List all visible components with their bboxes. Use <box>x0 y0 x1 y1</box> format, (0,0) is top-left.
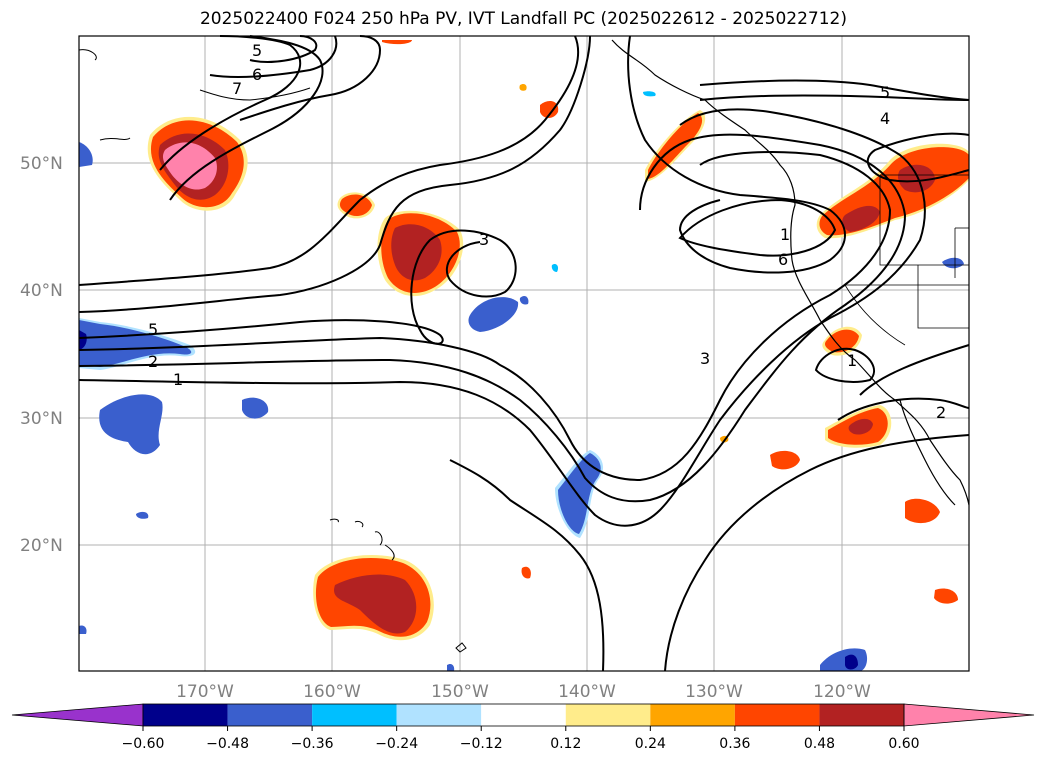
colorbar-box <box>143 704 228 726</box>
contour-label: 3 <box>479 230 489 249</box>
colorbar-box <box>396 704 482 726</box>
contour-label: 6 <box>778 250 788 269</box>
colorbar-tick-label: −0.36 <box>291 736 334 752</box>
colorbar-tick-label: 0.48 <box>804 736 835 752</box>
contour-label: 5 <box>880 83 890 102</box>
baja-coast <box>899 399 956 506</box>
pv-blob-small-2 <box>770 450 800 470</box>
colorbar-extend-high <box>903 703 1035 727</box>
plot-frame <box>78 35 970 672</box>
colorbar-box <box>565 704 651 726</box>
map-plot: 5 6 7 3 5 2 1 3 5 4 1 6 1 2 50°N 40°N 30… <box>20 35 970 700</box>
pv-blob-small-4 <box>934 588 958 604</box>
contour-label: 1 <box>847 351 857 370</box>
map-title: 2025022400 F024 250 hPa PV, IVT Landfall… <box>199 9 847 29</box>
contour-label: 1 <box>173 370 183 389</box>
colorbar-ticks: −0.60 −0.48 −0.36 −0.24 −0.12 0.12 0.24 0.36 0.4… <box>122 726 920 752</box>
contour-label-group: 5 6 7 3 5 2 1 3 5 4 1 6 1 2 <box>148 41 946 422</box>
colorbar-tick-label: −0.24 <box>375 736 418 752</box>
lon-label: 140°W <box>558 682 616 700</box>
colorbar-outline <box>142 703 905 727</box>
colorbar-tick-label: −0.12 <box>460 736 503 752</box>
lat-label: 20°N <box>20 536 63 556</box>
lon-label: 130°W <box>685 682 743 700</box>
contours <box>78 35 970 672</box>
pv-blob-neg-sub <box>558 453 601 534</box>
lat-label: 40°N <box>20 281 63 301</box>
colorbar-tick-label: 0.60 <box>888 736 919 752</box>
negative-pv-anomalies <box>79 91 964 671</box>
lon-label: 120°W <box>813 682 871 700</box>
contour-label: 5 <box>148 320 158 339</box>
pv-blob-neg-hi <box>99 394 163 455</box>
colorbar-tick-label: 0.36 <box>719 736 750 752</box>
colorbar-box <box>481 704 566 726</box>
pv-blob-neg-central <box>468 297 519 332</box>
positive-pv-anomalies <box>147 40 969 641</box>
colorbar-box <box>819 704 904 726</box>
lat-label: 50°N <box>20 154 63 174</box>
contour-5 <box>699 79 970 101</box>
contour-label: 2 <box>936 403 946 422</box>
contour-label: 3 <box>700 349 710 368</box>
colorbar-box <box>650 704 735 726</box>
pv-blob-neg-west <box>79 320 192 367</box>
lon-label: 170°W <box>176 682 234 700</box>
contour-label: 2 <box>148 352 158 371</box>
contour-label: 1 <box>780 225 790 244</box>
colorbar-extend-low <box>11 703 144 727</box>
lon-label: 160°W <box>303 682 361 700</box>
pv-blob-small-3 <box>905 498 940 524</box>
colorbar-tick-label: 0.12 <box>550 736 581 752</box>
contour-4 <box>699 94 970 101</box>
colorbar-box <box>734 704 820 726</box>
pv-blob-socal <box>825 329 859 353</box>
lat-label: 30°N <box>20 409 63 429</box>
contour-label: 7 <box>232 79 242 98</box>
colorbar-box <box>312 704 397 726</box>
contour-label: 4 <box>880 109 890 128</box>
colorbar-tick-label: 0.24 <box>635 736 666 752</box>
contour-label: 5 <box>252 41 262 60</box>
lon-labels: 170°W 160°W 150°W 140°W 130°W 120°W <box>176 682 871 700</box>
colorbar-tick-label: −0.60 <box>122 736 165 752</box>
colorbar-box <box>227 704 313 726</box>
contour-label: 6 <box>252 65 262 84</box>
lon-label: 150°W <box>431 682 489 700</box>
colorbar-boxes <box>11 703 1035 727</box>
colorbar-tick-label: −0.48 <box>206 736 249 752</box>
lat-labels: 50°N 40°N 30°N 20°N <box>20 154 63 556</box>
contour-outer-1 <box>78 35 580 286</box>
